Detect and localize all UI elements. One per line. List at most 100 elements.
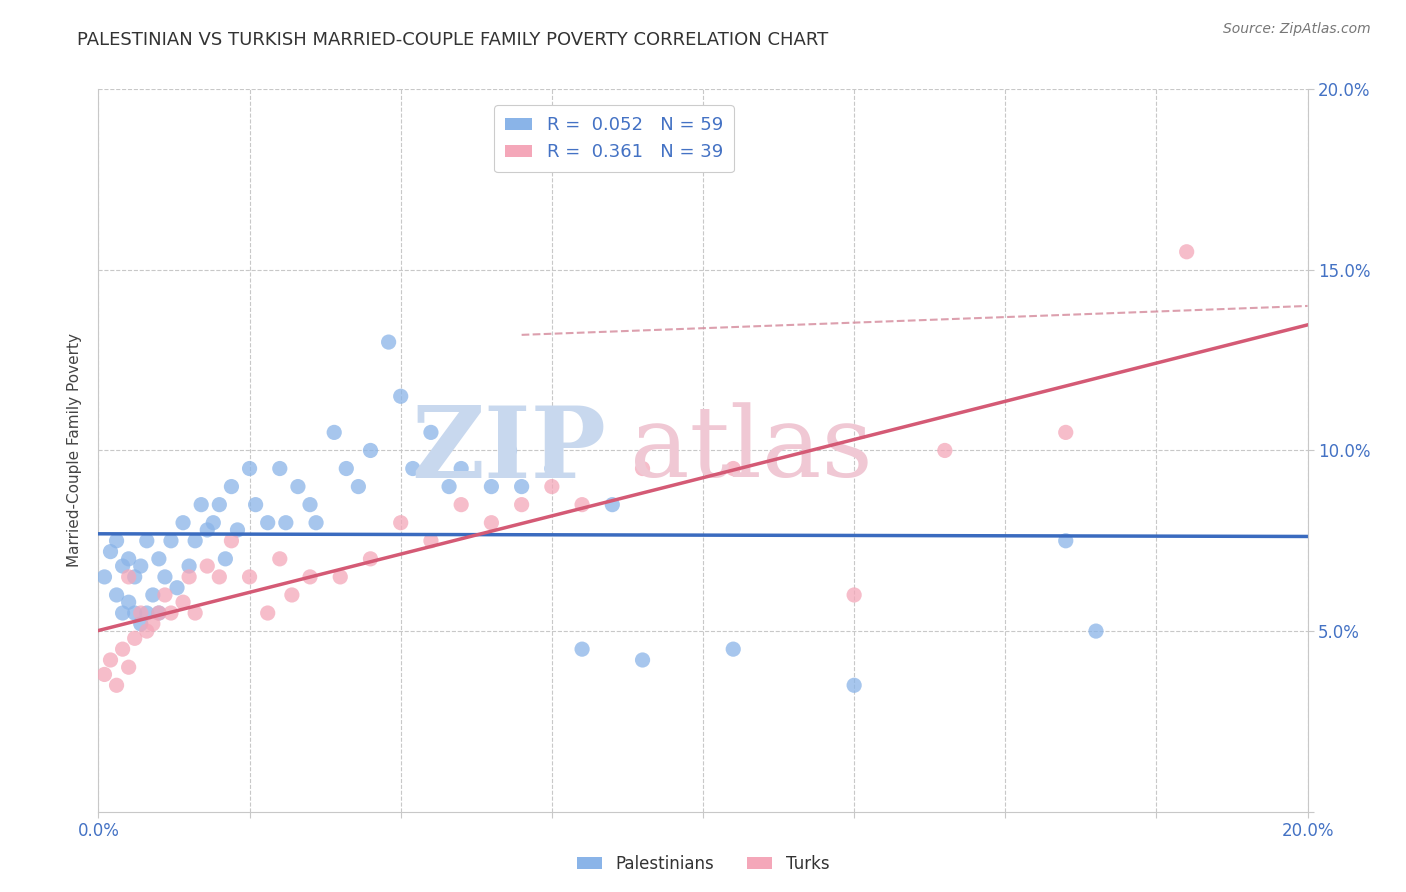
Point [723,461,745,475]
Point [269,551,291,566]
Text: ZIP: ZIP [412,402,606,499]
Point [329,570,352,584]
Point [274,516,297,530]
Point [299,498,322,512]
Point [402,461,425,475]
Point [226,523,249,537]
Point [335,461,357,475]
Point [111,559,134,574]
Text: atlas: atlas [630,402,873,499]
Point [602,498,624,512]
Point [148,551,170,566]
Point [195,559,218,574]
Point [1175,244,1198,259]
Point [631,653,654,667]
Point [420,533,443,548]
Point [631,461,654,475]
Point [184,533,207,548]
Point [1054,533,1077,548]
Point [377,334,399,349]
Point [389,516,412,530]
Point [287,480,309,494]
Point [481,516,503,530]
Point [510,480,533,494]
Point [118,660,141,674]
Point [135,624,157,639]
Point [934,443,956,458]
Point [844,678,866,692]
Point [540,480,562,494]
Point [93,667,115,681]
Point [360,551,382,566]
Text: Source: ZipAtlas.com: Source: ZipAtlas.com [1223,22,1371,37]
Point [153,570,176,584]
Point [153,588,176,602]
Point [179,559,201,574]
Point [118,595,141,609]
Point [100,653,122,667]
Point [118,551,141,566]
Point [129,606,152,620]
Point [135,606,157,620]
Point [305,516,328,530]
Point [239,570,262,584]
Point [202,516,225,530]
Point [481,480,503,494]
Point [256,516,278,530]
Point [281,588,304,602]
Point [498,443,520,458]
Point [105,588,128,602]
Point [135,533,157,548]
Point [111,642,134,657]
Point [166,581,188,595]
Point [129,559,152,574]
Point [420,425,443,440]
Point [179,570,201,584]
Point [245,498,267,512]
Point [299,570,322,584]
Point [124,606,146,620]
Point [221,533,243,548]
Point [195,523,218,537]
Point [540,461,562,475]
Point [437,480,460,494]
Point [450,498,472,512]
Point [510,498,533,512]
Point [105,678,128,692]
Point [208,498,231,512]
Point [239,461,262,475]
Y-axis label: Married-Couple Family Poverty: Married-Couple Family Poverty [67,334,83,567]
Point [323,425,346,440]
Point [221,480,243,494]
Point [571,498,593,512]
Legend: Palestinians, Turks: Palestinians, Turks [571,848,835,880]
Point [100,544,122,558]
Point [208,570,231,584]
Point [142,588,165,602]
Point [93,570,115,584]
Point [148,606,170,620]
Point [118,570,141,584]
Point [269,461,291,475]
Point [450,461,472,475]
Text: PALESTINIAN VS TURKISH MARRIED-COUPLE FAMILY POVERTY CORRELATION CHART: PALESTINIAN VS TURKISH MARRIED-COUPLE FA… [77,31,828,49]
Point [347,480,370,494]
Point [160,606,183,620]
Point [148,606,170,620]
Point [723,642,745,657]
Point [129,616,152,631]
Point [214,551,236,566]
Point [124,632,146,646]
Point [105,533,128,548]
Point [111,606,134,620]
Point [172,595,194,609]
Point [360,443,382,458]
Point [172,516,194,530]
Point [184,606,207,620]
Point [190,498,212,512]
Point [160,533,183,548]
Point [256,606,278,620]
Point [844,588,866,602]
Point [1085,624,1108,639]
Point [1054,425,1077,440]
